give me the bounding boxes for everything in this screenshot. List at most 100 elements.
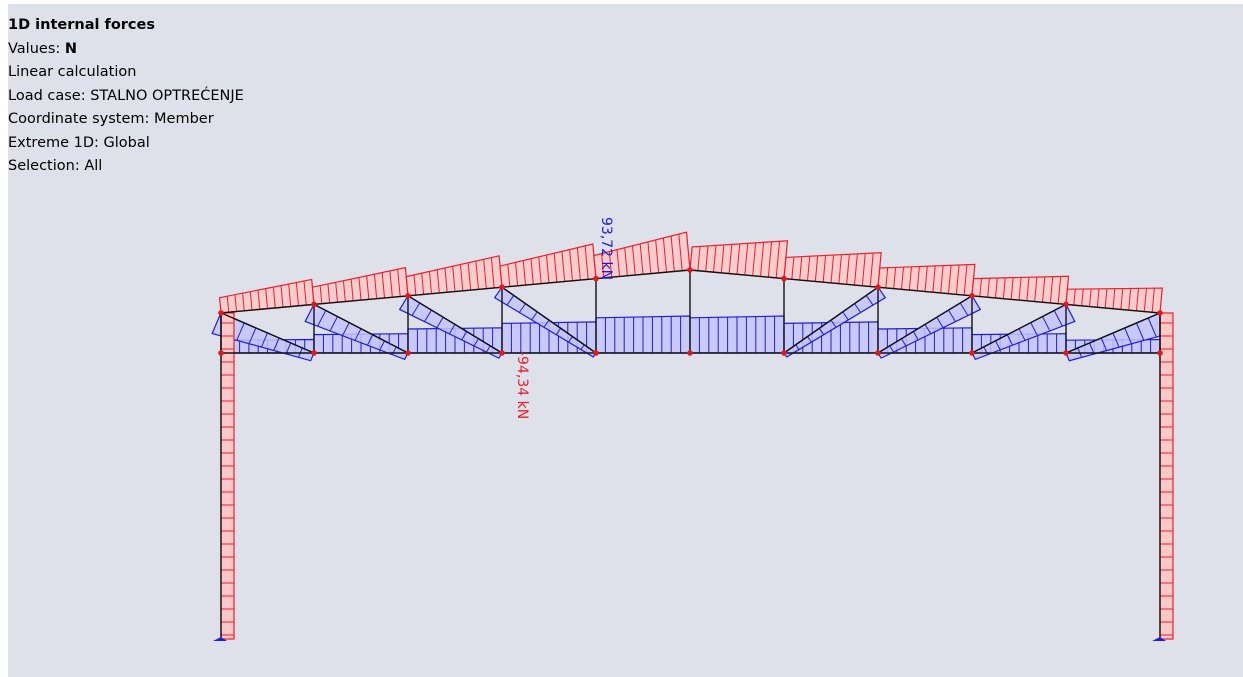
top-chord-diagram-2-hatch <box>366 275 370 300</box>
diagonal-diagram-1-hatch <box>236 322 245 341</box>
node-bottom-6 <box>687 350 693 356</box>
top-chord-diagram-6-hatch <box>728 244 733 274</box>
diagonal-diagram-6-hatch <box>1030 322 1038 336</box>
node-bottom-1 <box>218 350 224 356</box>
top-chord-diagram-5-hatch <box>662 237 667 273</box>
diagonal-diagram-4-hatch <box>555 328 562 336</box>
top-chord-diagram-4-hatch <box>538 256 542 284</box>
structure-members <box>220 269 1161 640</box>
structure-nodes <box>218 267 1163 356</box>
top-chord-diagram-1-hatch <box>257 290 261 310</box>
node-top-2 <box>311 301 317 308</box>
top-chord-diagram-8-hatch <box>901 267 905 290</box>
diagonal-6 <box>971 303 1067 354</box>
diagonal-diagram-6-hatch <box>1042 316 1051 332</box>
top-chord-diagram-2-hatch <box>350 279 354 301</box>
diagonal-diagram-3-hatch <box>424 309 432 322</box>
top-chord-diagram-3-hatch <box>490 257 495 288</box>
diagonal-diagram-3-hatch <box>436 316 444 328</box>
top-chord-diagram-5-hatch <box>631 245 636 276</box>
top-chord-diagram-9-hatch <box>1018 277 1022 301</box>
top-chord-diagram-7-hatch <box>846 254 850 285</box>
diagonal-diagram-2-hatch <box>366 334 374 346</box>
top-chord-diagram-4-hatch <box>530 258 534 285</box>
top-chord-diagram-10-hatch <box>1112 288 1116 309</box>
node-bottom-9 <box>969 350 975 356</box>
info-load-case: Load case: STALNO OPTREĆENJE <box>8 87 244 104</box>
diagonal-diagram-7-hatch <box>912 331 919 341</box>
top-chord-diagram-9-hatch <box>995 277 998 298</box>
info-title: 1D internal forces <box>8 17 155 33</box>
info-calculation: Linear calculation <box>8 64 137 80</box>
support-1 <box>213 637 227 641</box>
node-bottom-8 <box>875 350 881 356</box>
top-chord-diagram-4-fill <box>499 243 597 288</box>
top-chord-diagram-6-hatch <box>744 243 749 276</box>
node-bottom-4 <box>499 350 505 356</box>
truss-force-diagram: 93,72 kN -94,34 kN <box>211 217 1174 641</box>
node-bottom-2 <box>311 350 317 356</box>
top-chord-diagram-6-hatch <box>760 242 765 277</box>
max-tension-label: 93,72 kN <box>598 217 614 280</box>
top-chord-diagram-4-hatch <box>507 264 511 287</box>
diagonal-7 <box>877 295 973 354</box>
top-chord-diagram-9-hatch <box>1049 276 1054 304</box>
top-chord-diagram-9-hatch <box>1042 276 1046 303</box>
top-chord-diagram-8-hatch <box>948 265 952 294</box>
top-chord-diagram-4-hatch <box>576 247 581 281</box>
diagonal-diagram-2-hatch <box>379 340 385 351</box>
top-chord-diagram-7-hatch <box>854 253 858 286</box>
top-chord-diagram-8-hatch <box>885 267 889 288</box>
top-chord-diagram-3-hatch <box>421 273 425 295</box>
top-chord-diagram-5-hatch <box>608 251 613 278</box>
diagonal-diagram-2-hatch <box>317 310 327 327</box>
diagonal-diagram-4-hatch <box>568 336 573 343</box>
top-chord-diagram-5-hatch <box>616 249 620 277</box>
top-chord-diagram-7-hatch <box>869 252 874 287</box>
node-top-4 <box>499 284 505 291</box>
diagonal-diagram-1-hatch <box>273 337 280 351</box>
diagonal-diagram-8-hatch <box>818 328 825 336</box>
top-chord-diagram-5-hatch <box>601 253 605 278</box>
diagonal-diagram-4-hatch <box>518 303 526 313</box>
top-chord-diagram-2-hatch <box>319 285 323 304</box>
node-top-10 <box>1063 301 1069 308</box>
diagonal-diagram-7-hatch <box>901 338 907 347</box>
top-chord-diagram-10-hatch <box>1096 288 1100 308</box>
diagonal-diagram-1-hatch <box>260 332 268 348</box>
top-chord-diagram-7-hatch <box>814 255 819 282</box>
top-chord-diagram-2-hatch <box>389 270 393 298</box>
top-chord-diagram-7-hatch <box>799 256 803 281</box>
diagonal-diagram-7-hatch <box>959 302 969 316</box>
top-chord-diagram-2-hatch <box>327 283 331 304</box>
top-chord-diagram-3-fill <box>405 255 503 297</box>
top-chord-diagram-2-hatch <box>373 274 378 299</box>
top-chord-diagram-6-hatch <box>775 241 781 278</box>
diagonal-diagram-8-hatch <box>795 344 800 350</box>
top-chord-diagram-10-hatch <box>1120 288 1124 310</box>
diagonal-diagram-2-hatch <box>354 328 362 341</box>
top-chord-diagram-1-hatch <box>226 296 230 313</box>
top-chord-diagram-8-hatch <box>916 266 920 291</box>
top-chord-diagram-10-hatch <box>1081 288 1084 306</box>
top-chord-diagram-8-hatch <box>932 265 936 293</box>
top-chord-diagram-1-hatch <box>295 282 299 306</box>
node-top-3 <box>405 293 411 299</box>
supports <box>213 637 1166 641</box>
node-bottom-3 <box>405 350 411 356</box>
top-chord-diagram-6-hatch <box>736 243 741 275</box>
diagonal-diagram-5-hatch <box>1112 332 1120 348</box>
diagonal-diagram-7-hatch <box>936 316 944 328</box>
diagonal-diagram-5-hatch <box>1147 317 1157 338</box>
node-bottom-5 <box>593 350 599 356</box>
top-chord-diagram-10-hatch <box>1143 288 1147 312</box>
diagonal-diagram-1-hatch <box>285 342 292 355</box>
model-viewport[interactable]: 1D internal forces Values: N Linear calc… <box>8 4 1243 677</box>
node-top-6 <box>687 267 693 273</box>
top-chord-diagram-4-hatch <box>515 262 519 286</box>
diagonal-3 <box>407 295 503 354</box>
diagonal-diagram-8-hatch <box>830 319 837 328</box>
top-chord-diagram-6-hatch <box>767 241 773 278</box>
top-chord-diagram-8-hatch <box>908 266 912 291</box>
top-chord-diagram-3-hatch <box>436 269 440 293</box>
